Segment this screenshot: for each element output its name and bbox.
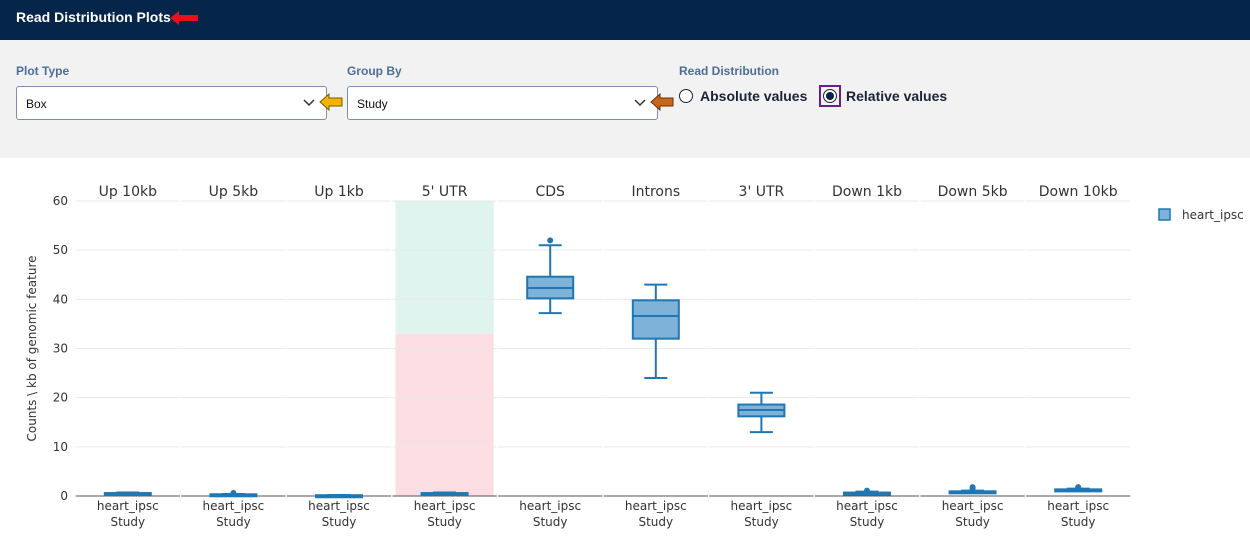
panel-title: Introns [631,184,680,200]
panel-title: CDS [535,184,565,200]
page-title: Read Distribution Plots [16,9,171,25]
x-tick-label: heart_ipsc [942,499,1004,513]
x-tick-label: heart_ipsc [1047,499,1109,513]
y-tick-label: 50 [53,243,68,257]
read-distribution-label: Read Distribution [679,64,780,78]
radio-checked-icon[interactable] [823,89,837,103]
legend-label: heart_ipsc [1182,208,1244,222]
group-by-value: Study [357,97,388,111]
x-axis-group-label: Study [427,515,462,529]
highlight-band-red [395,333,494,496]
orange-arrow-icon [650,92,674,112]
x-axis-group-label: Study [533,515,568,529]
plot-type-value: Box [26,97,47,111]
panel-title: Down 5kb [938,184,1008,200]
y-tick-label: 20 [53,391,68,405]
x-axis-group-label: Study [955,515,990,529]
yellow-arrow-icon [319,92,343,112]
radio-absolute-values[interactable]: Absolute values [679,88,807,104]
group-by-select[interactable]: Study [347,86,658,120]
red-arrow-icon [170,11,198,25]
chevron-down-icon [303,99,315,107]
x-tick-label: heart_ipsc [519,499,581,513]
plot-type-label: Plot Type [16,64,70,78]
y-tick-label: 40 [53,292,68,306]
panel-title: Up 10kb [99,184,158,200]
box [631,299,680,340]
box-plot-chart: Counts \ kb of genomic feature 0 10 20 30 40 5… [25,184,1244,529]
outlier-point [969,484,976,491]
x-tick-label: heart_ipsc [836,499,898,513]
group-by-label: Group By [347,64,402,78]
plot-type-select[interactable]: Box [16,86,327,120]
x-tick-label: heart_ipsc [731,499,793,513]
panel-title: 5' UTR [422,184,468,200]
panel-title: Up 1kb [314,184,364,200]
selection-highlight-box [819,85,841,107]
x-axis-group-label: Study [850,515,885,529]
x-axis-group-label: Study [1061,515,1096,529]
y-tick-label: 30 [53,342,68,356]
outlier-point [547,237,554,244]
x-axis-group-label: Study [216,515,251,529]
x-axis-group-label: Study [638,515,673,529]
x-tick-label: heart_ipsc [308,499,370,513]
panel-title: Up 5kb [209,184,259,200]
x-tick-label: heart_ipsc [203,499,265,513]
x-tick-label: heart_ipsc [97,499,159,513]
x-axis-group-label: Study [110,515,145,529]
y-tick-label: 0 [60,489,68,503]
panel-title: Down 1kb [832,184,902,200]
controls-panel: Plot Type Box Group By Study Read Distri… [0,40,1250,158]
panel-title: 3' UTR [739,184,785,200]
radio-absolute-label: Absolute values [700,88,808,104]
x-axis-group-label: Study [744,515,779,529]
highlight-band-green [395,201,494,334]
outlier-point [1075,484,1082,491]
outlier-point [864,487,870,494]
chevron-down-icon [634,99,646,107]
radio-relative-label: Relative values [846,88,948,104]
panel-title: Down 10kb [1039,184,1118,200]
x-axis-group-label: Study [322,515,357,529]
chart-area: Counts \ kb of genomic feature 0 10 20 30 40 5… [0,158,1250,532]
outlier-point [230,490,237,497]
radio-unchecked-icon[interactable] [679,89,693,103]
x-tick-label: heart_ipsc [625,499,687,513]
header-bar: Read Distribution Plots [0,0,1250,40]
y-tick-label: 10 [53,440,68,454]
y-tick-label: 60 [53,194,68,208]
radio-relative-values[interactable]: Relative values [819,85,947,107]
x-tick-label: heart_ipsc [414,499,476,513]
y-axis-title: Counts \ kb of genomic feature [25,255,39,441]
legend-swatch [1158,208,1171,221]
